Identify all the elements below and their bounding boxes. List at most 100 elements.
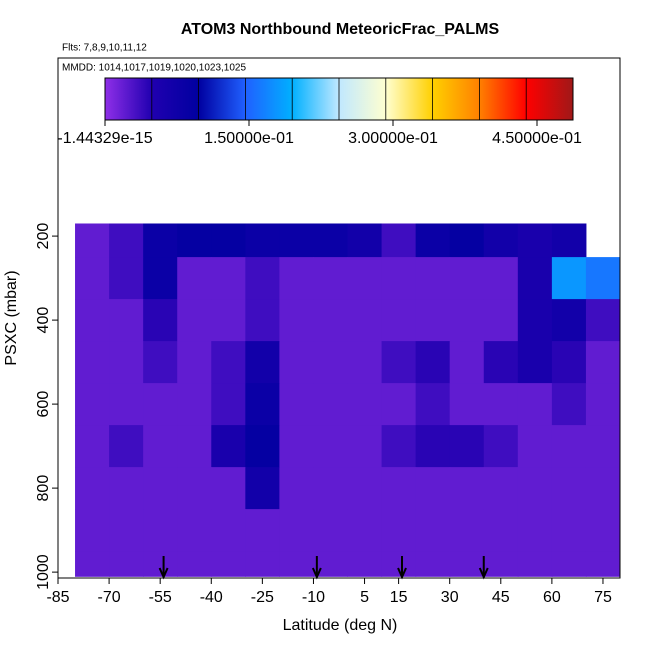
heat-cell — [143, 383, 178, 426]
heat-cell — [517, 383, 553, 426]
heat-cell — [415, 509, 451, 552]
heat-cell — [415, 341, 451, 384]
heat-cell — [449, 425, 485, 468]
arrow-head — [397, 567, 407, 580]
heat-cell — [279, 467, 314, 510]
heat-cell — [177, 509, 212, 552]
y-axis-title: PSXC (mbar) — [3, 270, 20, 365]
heat-cell — [313, 509, 349, 552]
heat-cell — [483, 425, 519, 468]
heat-cell — [143, 509, 178, 552]
heat-cell — [381, 299, 417, 342]
heat-cell — [75, 383, 110, 426]
heat-cell — [517, 425, 553, 468]
heat-cell — [449, 383, 485, 426]
heat-cell — [279, 383, 314, 426]
heat-cell — [517, 341, 553, 384]
heat-cell — [415, 257, 451, 300]
heat-cell — [517, 551, 553, 577]
colorbar-tick-label: 4.50000e-01 — [492, 130, 582, 147]
heat-cell — [449, 509, 485, 552]
heat-cell — [585, 299, 621, 342]
y-tick-label: 1000 — [35, 554, 52, 590]
heat-cell — [313, 341, 349, 384]
x-tick-label: -40 — [200, 589, 223, 606]
heat-cell — [177, 341, 212, 384]
heat-cell — [109, 509, 144, 552]
heat-cell — [347, 223, 383, 258]
heat-cell — [211, 509, 246, 552]
heat-cell — [483, 467, 519, 510]
heat-cell — [75, 299, 110, 342]
heat-cell — [211, 467, 246, 510]
heat-cell — [483, 257, 519, 300]
heat-cell — [449, 551, 485, 577]
heat-cell — [415, 383, 451, 426]
heat-cell — [245, 341, 280, 384]
subtitle: Flts: 7,8,9,10,11,12 — [62, 43, 147, 54]
heat-cell — [585, 257, 621, 300]
heat-cell — [211, 341, 246, 384]
heat-cell — [585, 467, 621, 510]
heat-cell — [211, 257, 246, 300]
heat-cell — [585, 551, 621, 577]
heat-cell — [245, 257, 280, 300]
heat-cell — [551, 223, 587, 258]
heat-cell — [75, 341, 110, 384]
heat-cell — [381, 551, 417, 577]
heat-cell — [347, 341, 383, 384]
heat-cell — [279, 223, 314, 258]
heat-cell — [75, 467, 110, 510]
heat-cell — [109, 383, 144, 426]
heat-cell — [517, 509, 553, 552]
heat-cell — [143, 341, 178, 384]
heat-cell — [449, 341, 485, 384]
heat-cell — [381, 509, 417, 552]
heat-cell — [109, 257, 144, 300]
heat-cell — [483, 299, 519, 342]
heat-cell — [245, 425, 280, 468]
heat-cell — [177, 551, 212, 577]
heat-cell — [211, 383, 246, 426]
heat-cell — [449, 299, 485, 342]
heat-cell — [585, 509, 621, 552]
y-tick-label: 600 — [35, 391, 52, 418]
heat-cell — [585, 341, 621, 384]
chart-title: ATOM3 Northbound MeteoricFrac_PALMS — [181, 21, 500, 38]
heat-cell — [143, 299, 178, 342]
x-tick-label: -55 — [149, 589, 172, 606]
heat-cell — [245, 467, 280, 510]
heat-cell — [517, 223, 553, 258]
heat-cell — [415, 223, 451, 258]
x-axis-title: Latitude (deg N) — [283, 617, 398, 634]
y-tick-label: 800 — [35, 475, 52, 502]
heat-cell — [483, 509, 519, 552]
heat-cell — [347, 467, 383, 510]
heat-cell — [211, 223, 246, 258]
arrow-marker — [158, 556, 169, 580]
heat-cell — [517, 299, 553, 342]
heat-cell — [143, 257, 178, 300]
heat-cell — [211, 425, 246, 468]
heat-cell — [415, 551, 451, 577]
y-tick-label: 400 — [35, 307, 52, 334]
plot-frame — [57, 57, 621, 579]
x-tick-label: -85 — [46, 589, 69, 606]
heat-cell — [347, 509, 383, 552]
heat-cell — [143, 467, 178, 510]
heat-cell — [449, 467, 485, 510]
heat-cell — [585, 425, 621, 468]
annotation: MMDD: 1014,1017,1019,1020,1023,1025 — [62, 63, 246, 74]
heat-cell — [381, 341, 417, 384]
heat-cell — [551, 551, 587, 577]
colorbar-tick-label: 3.00000e-01 — [348, 130, 438, 147]
heat-cell — [551, 467, 587, 510]
heat-cell — [313, 383, 349, 426]
heat-cell — [109, 223, 144, 258]
heat-cell — [177, 467, 212, 510]
heat-cell — [143, 223, 178, 258]
heat-cell — [279, 551, 314, 577]
x-tick-label: 60 — [543, 589, 561, 606]
heat-cell — [551, 509, 587, 552]
x-tick-label: 5 — [360, 589, 369, 606]
